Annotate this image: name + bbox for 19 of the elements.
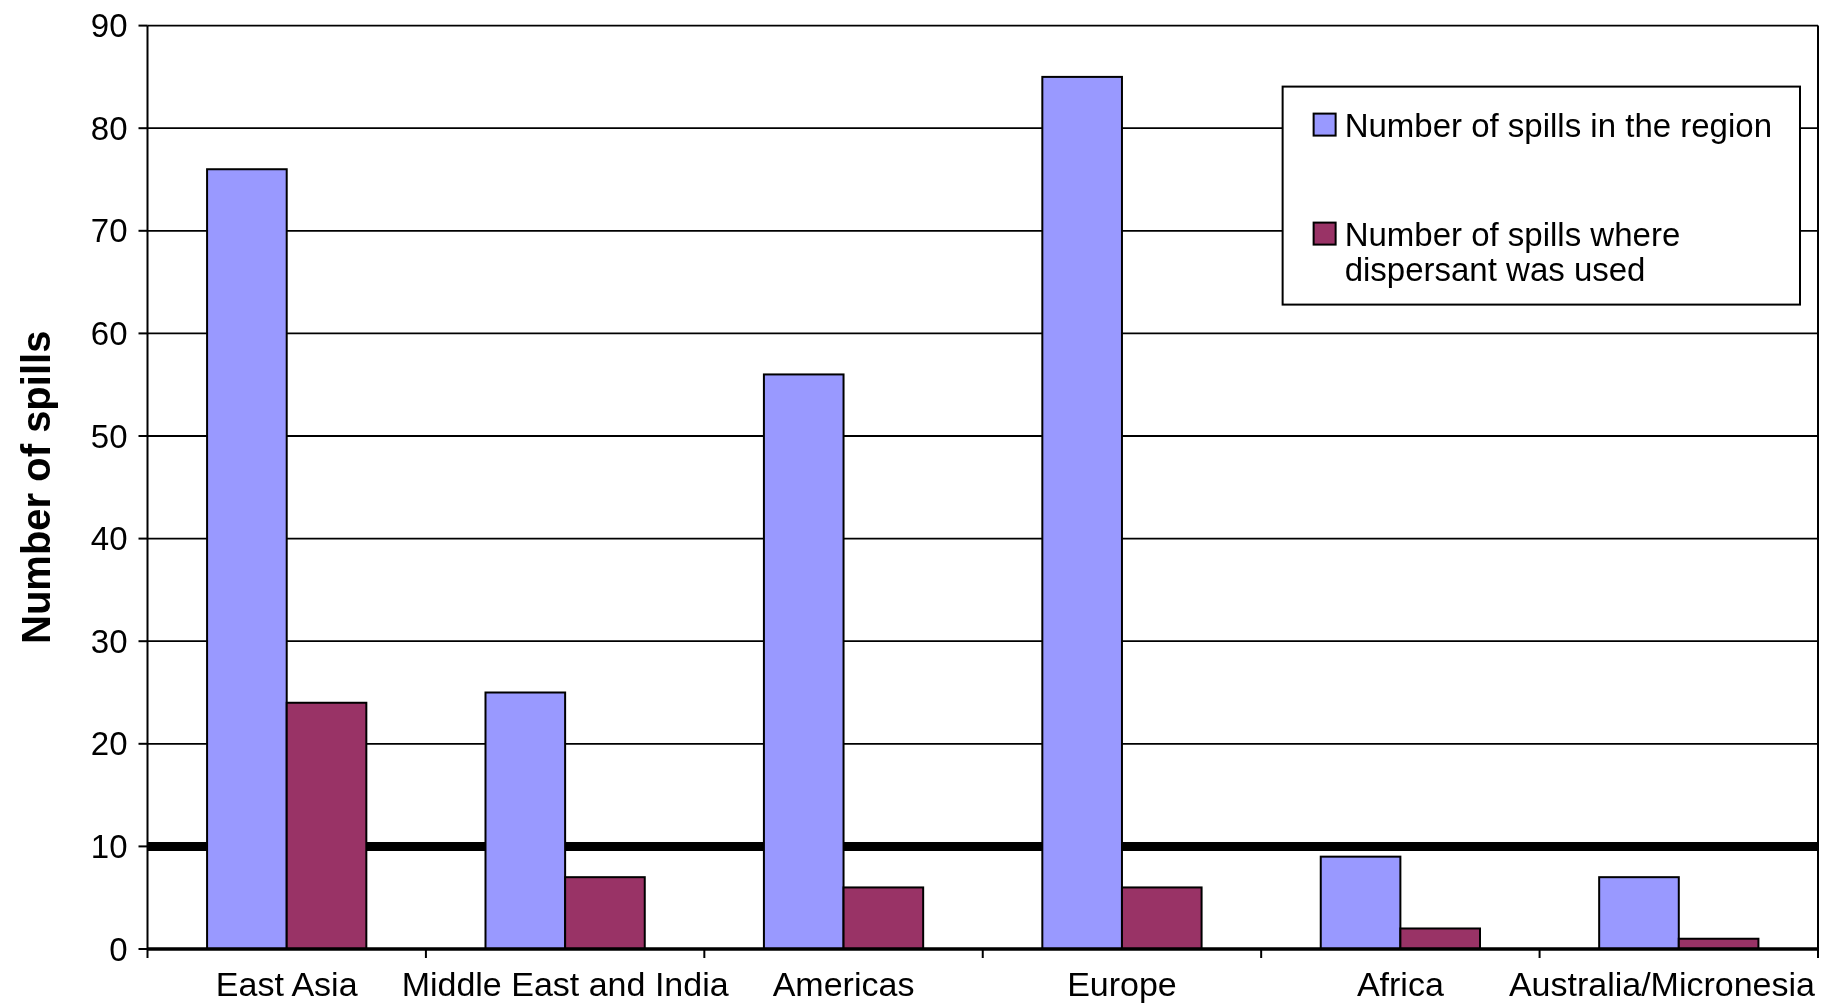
legend-label: Number of spills where dispersant was used — [1344, 215, 1681, 288]
y-tick-label: 30 — [90, 622, 128, 660]
y-tick-label: 80 — [90, 109, 128, 147]
y-tick-label: 10 — [90, 827, 128, 865]
x-tick-label: Americas — [772, 965, 915, 1003]
x-tick-label: Australia/Micronesia — [1508, 965, 1816, 1003]
y-axis-title: Number of spills — [14, 330, 58, 644]
y-tick-label: 90 — [90, 7, 128, 45]
x-tick-label: Middle East and India — [401, 965, 729, 1003]
y-tick-label: 40 — [90, 520, 128, 558]
y-tick-label: 0 — [109, 930, 128, 968]
x-tick-label: Africa — [1356, 965, 1444, 1003]
y-tick-label: 20 — [90, 725, 128, 763]
y-tick-label: 70 — [90, 212, 128, 250]
y-tick-label: 60 — [90, 314, 128, 352]
x-tick-label: East Asia — [215, 965, 358, 1003]
y-tick-label: 50 — [90, 417, 128, 455]
legend-label: Number of spills in the region — [1344, 106, 1772, 144]
x-tick-label: Europe — [1067, 965, 1177, 1003]
